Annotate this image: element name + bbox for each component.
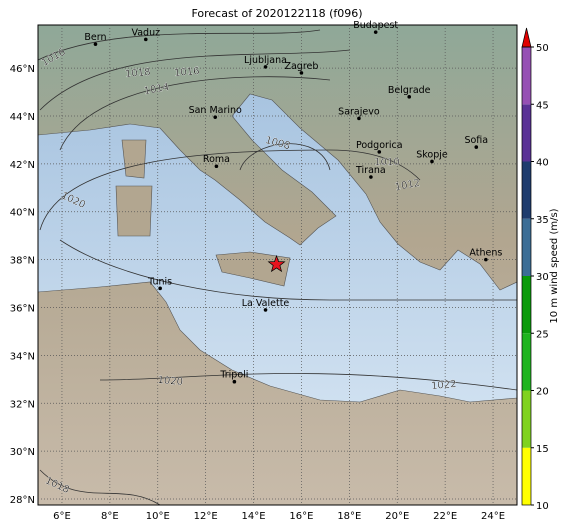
city-dot	[357, 116, 361, 121]
colorbar-segment	[522, 447, 531, 505]
isobar-label: 1010	[374, 157, 399, 168]
lon-tick-label: 8°E	[101, 511, 119, 522]
isobar-label: 1018	[125, 67, 151, 80]
lon-tick-label: 22°E	[433, 511, 457, 522]
city-label: Bern	[84, 32, 106, 43]
lat-tick-label: 32°N	[10, 399, 35, 410]
colorbar-segment	[522, 218, 531, 276]
city-dot	[407, 95, 412, 99]
city-dot	[373, 30, 378, 34]
colorbar-tick-label: 45	[536, 100, 549, 111]
lon-tick-label: 20°E	[385, 511, 409, 522]
colorbar-segment	[522, 104, 531, 162]
lon-tick-label: 18°E	[337, 511, 361, 522]
city-dot	[263, 65, 268, 69]
lat-tick-label: 44°N	[10, 112, 35, 123]
colorbar-tick-label: 10	[536, 501, 549, 512]
colorbar-segment	[522, 276, 531, 334]
colorbar-tick-label: 40	[536, 158, 549, 169]
colorbar-segment	[522, 47, 531, 105]
lat-tick-label: 42°N	[10, 160, 35, 171]
lat-tick-label: 46°N	[10, 64, 35, 75]
colorbar-label: 10 m wind speed (m/s)	[549, 208, 560, 323]
colorbar-extend	[521, 27, 532, 48]
city-dot	[484, 257, 488, 262]
lat-tick-label: 40°N	[10, 208, 35, 219]
colorbar-tick-label: 35	[536, 215, 549, 226]
city-dot	[213, 115, 218, 119]
city-dot	[263, 308, 268, 312]
isobar-label: 1014	[143, 82, 170, 97]
lon-tick-label: 24°E	[481, 511, 505, 522]
isobar-label: 1012	[394, 178, 421, 193]
lon-tick-label: 10°E	[146, 511, 170, 522]
star-marker	[267, 254, 286, 273]
city-dot	[369, 175, 373, 179]
lon-tick-label: 14°E	[242, 511, 266, 522]
lon-tick-label: 6°E	[53, 511, 71, 522]
lat-tick-label: 34°N	[10, 351, 35, 362]
city-dot	[474, 145, 479, 149]
lat-tick-label: 30°N	[10, 447, 35, 458]
city-dot	[232, 379, 237, 384]
city-dot	[377, 150, 382, 154]
lon-tick-label: 16°E	[289, 511, 313, 522]
city-dot	[214, 164, 219, 169]
city-dot	[93, 42, 98, 46]
city-label: Roma	[203, 154, 230, 165]
city-label: Sarajevo	[338, 106, 380, 117]
city-label: San Marino	[189, 105, 242, 116]
city-label: Sofia	[464, 135, 488, 146]
map-frame	[37, 24, 518, 506]
lat-tick-label: 36°N	[10, 303, 35, 314]
isobar-label: 1016	[174, 66, 200, 79]
city-dot	[430, 159, 434, 164]
colorbar-segment	[522, 161, 531, 219]
city-dot	[299, 71, 304, 75]
city-label: La Valette	[242, 298, 290, 309]
city-label: Budapest	[353, 20, 398, 31]
city-label: Tunis	[147, 276, 172, 287]
colorbar-tick-label: 25	[536, 329, 549, 340]
lon-tick-label: 12°E	[194, 511, 218, 522]
lat-tick-label: 28°N	[10, 495, 35, 506]
city-dot	[158, 286, 162, 291]
colorbar-segment	[522, 333, 531, 391]
city-label: Belgrade	[388, 85, 431, 96]
colorbar-tick-label: 30	[536, 272, 549, 283]
city-label: Vaduz	[131, 27, 160, 38]
colorbar-tick-label: 50	[536, 43, 549, 54]
isobar-label: 1020	[157, 375, 183, 388]
isobar-label: 1022	[431, 379, 457, 392]
city-label: Zagreb	[284, 61, 318, 72]
city-label: Podgorica	[356, 140, 403, 151]
city-label: Ljubljana	[244, 55, 287, 66]
colorbar-tick-label: 15	[536, 444, 549, 455]
title: Forecast of 2020122118 (f096)	[191, 7, 362, 20]
colorbar-tick-label: 20	[536, 387, 549, 398]
city-dot	[143, 37, 148, 42]
colorbar-segment	[522, 390, 531, 448]
city-label: Tirana	[355, 165, 386, 176]
city-label: Skopje	[416, 149, 448, 160]
city-label: Athens	[469, 248, 502, 259]
lat-tick-label: 38°N	[10, 256, 35, 267]
city-label: Tripoli	[219, 370, 248, 381]
